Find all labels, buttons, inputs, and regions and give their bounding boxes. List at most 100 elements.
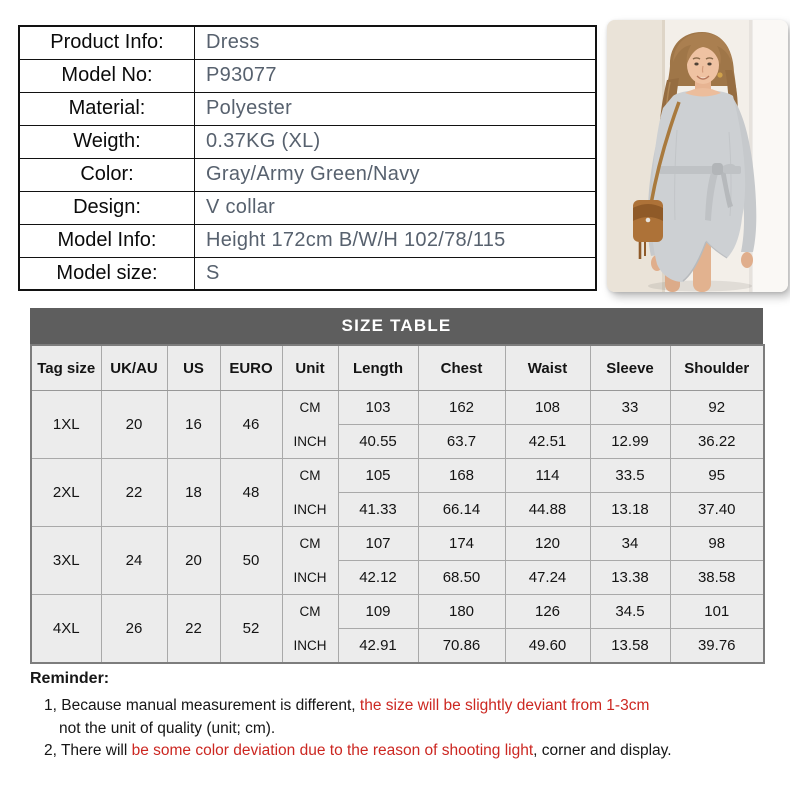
chest-cm: 174 xyxy=(417,526,506,561)
reminder-item-2: 2, There will be some color deviation du… xyxy=(30,740,774,763)
size-row-inch: INCH 42.91 70.86 49.60 13.58 39.76 xyxy=(31,628,765,664)
unit-inch-label: INCH xyxy=(281,424,339,459)
sleeve-cm: 33 xyxy=(589,390,671,425)
col-header: UK/AU xyxy=(100,344,168,391)
chest-inch: 63.7 xyxy=(417,424,506,459)
info-label: Material: xyxy=(18,91,195,126)
info-value: Gray/Army Green/Navy xyxy=(194,157,597,192)
info-label: Weigth: xyxy=(18,124,195,159)
sleeve-inch: 13.18 xyxy=(589,492,671,527)
col-header: Sleeve xyxy=(589,344,671,391)
unit-cm-label: CM xyxy=(281,458,339,493)
product-info-table: Product Info: Dress Model No: P93077 Mater… xyxy=(18,25,597,291)
info-label: Model No: xyxy=(18,58,195,93)
euro-cell: 48 xyxy=(219,458,283,527)
col-header: Chest xyxy=(417,344,506,391)
reminder-item-2-highlight: be some color deviation due to the reaso… xyxy=(131,742,534,759)
sleeve-cm: 34 xyxy=(589,526,671,561)
shoulder-cm: 98 xyxy=(669,526,765,561)
reminder-item-1: 1, Because manual measurement is differe… xyxy=(30,695,774,718)
info-row: Color: Gray/Army Green/Navy xyxy=(18,157,597,192)
info-row: Model size: S xyxy=(18,256,597,291)
shoulder-inch: 39.76 xyxy=(669,628,765,664)
col-header: Tag size xyxy=(30,344,102,391)
waist-inch: 42.51 xyxy=(504,424,591,459)
col-header: Waist xyxy=(504,344,591,391)
chest-inch: 66.14 xyxy=(417,492,506,527)
us-cell: 22 xyxy=(166,594,221,664)
ukau-cell: 24 xyxy=(100,526,168,595)
tag-size-cell: 3XL xyxy=(30,526,102,595)
euro-cell: 52 xyxy=(219,594,283,664)
waist-cm: 120 xyxy=(504,526,591,561)
sleeve-cm: 34.5 xyxy=(589,594,671,629)
info-value: Dress xyxy=(194,25,597,60)
reminder-item-1-line2: not the unit of quality (unit; cm). xyxy=(59,719,276,737)
tag-size-cell: 1XL xyxy=(30,390,102,459)
info-row: Model Info: Height 172cm B/W/H 102/78/115 xyxy=(18,223,597,258)
waist-cm: 126 xyxy=(504,594,591,629)
chest-inch: 70.86 xyxy=(417,628,506,664)
col-header: Shoulder xyxy=(669,344,765,391)
length-inch: 40.55 xyxy=(337,424,419,459)
model-illustration xyxy=(607,20,788,292)
info-value: S xyxy=(194,256,597,291)
size-row-cm: 3XL 24 20 50 CM 107 174 120 34 98 xyxy=(30,526,765,595)
reminder-section: Reminder: 1, Because manual measurement … xyxy=(30,670,774,763)
euro-cell: 50 xyxy=(219,526,283,595)
waist-cm: 108 xyxy=(504,390,591,425)
info-value: Height 172cm B/W/H 102/78/115 xyxy=(194,223,597,258)
reminder-heading: Reminder: xyxy=(30,670,110,687)
info-value: P93077 xyxy=(194,58,597,93)
size-table-header-row: Tag size UK/AU US EURO Unit Length Chest… xyxy=(30,344,765,391)
chest-cm: 180 xyxy=(417,594,506,629)
size-table-section: SIZE TABLE Tag size UK/AU US EURO Unit L… xyxy=(30,308,765,664)
size-row-cm: 2XL 22 18 48 CM 105 168 114 33.5 95 xyxy=(30,458,765,527)
tag-size-cell: 4XL xyxy=(30,594,102,664)
chest-cm: 168 xyxy=(417,458,506,493)
col-header: Unit xyxy=(281,344,339,391)
product-photo xyxy=(607,20,788,292)
sleeve-inch: 13.58 xyxy=(589,628,671,664)
unit-inch-label: INCH xyxy=(281,492,339,527)
info-label: Model Info: xyxy=(18,223,195,258)
col-header: Length xyxy=(337,344,419,391)
unit-inch-label: INCH xyxy=(281,560,339,595)
waist-inch: 44.88 xyxy=(504,492,591,527)
shoulder-inch: 36.22 xyxy=(669,424,765,459)
col-header: US xyxy=(166,344,221,391)
ukau-cell: 22 xyxy=(100,458,168,527)
unit-cm-label: CM xyxy=(281,594,339,629)
info-label: Model size: xyxy=(18,256,195,291)
length-cm: 107 xyxy=(337,526,419,561)
waist-inch: 49.60 xyxy=(504,628,591,664)
size-row-inch: INCH 41.33 66.14 44.88 13.18 37.40 xyxy=(31,492,765,527)
shoulder-inch: 38.58 xyxy=(669,560,765,595)
unit-cm-label: CM xyxy=(281,390,339,425)
info-label: Design: xyxy=(18,190,195,225)
info-row: Design: V collar xyxy=(18,190,597,225)
info-value: 0.37KG (XL) xyxy=(194,124,597,159)
shoulder-cm: 101 xyxy=(669,594,765,629)
sleeve-inch: 13.38 xyxy=(589,560,671,595)
chest-inch: 68.50 xyxy=(417,560,506,595)
euro-cell: 46 xyxy=(219,390,283,459)
chest-cm: 162 xyxy=(417,390,506,425)
reminder-item-1-text: 1, Because manual measurement is differe… xyxy=(44,697,356,714)
tag-size-cell: 2XL xyxy=(30,458,102,527)
length-inch: 42.12 xyxy=(337,560,419,595)
size-row-cm: 4XL 26 22 52 CM 109 180 126 34.5 101 xyxy=(30,594,765,664)
size-table: Tag size UK/AU US EURO Unit Length Chest… xyxy=(30,344,765,664)
length-cm: 105 xyxy=(337,458,419,493)
reminder-item-2-text: 2, There will xyxy=(44,742,132,759)
size-row-cm: 1XL 20 16 46 CM 103 162 108 33 92 xyxy=(30,390,765,459)
info-value: V collar xyxy=(194,190,597,225)
size-table-title: SIZE TABLE xyxy=(30,308,763,344)
us-cell: 18 xyxy=(166,458,221,527)
length-inch: 42.91 xyxy=(337,628,419,664)
ukau-cell: 20 xyxy=(100,390,168,459)
us-cell: 20 xyxy=(166,526,221,595)
reminder-item-2-end: , corner and display. xyxy=(533,742,672,759)
info-row: Material: Polyester xyxy=(18,91,597,126)
